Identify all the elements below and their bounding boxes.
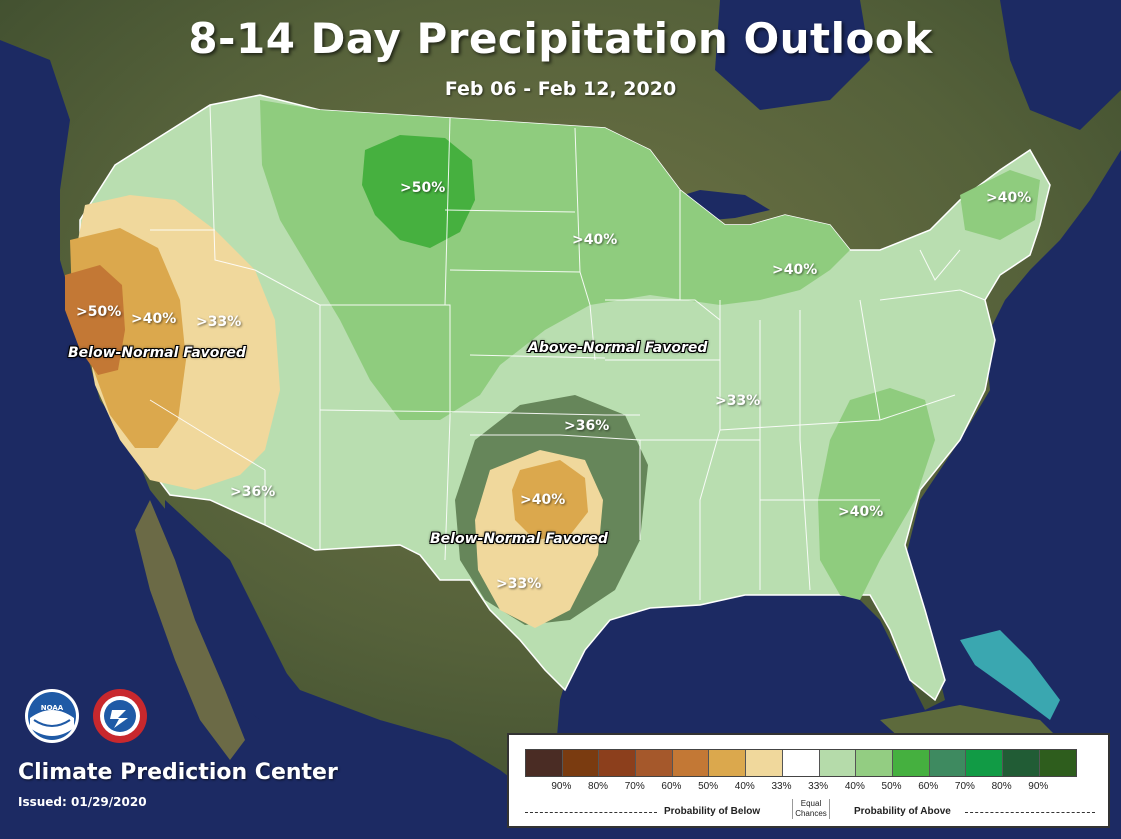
legend-swatch	[819, 750, 857, 776]
legend-swatch	[892, 750, 930, 776]
legend-swatch	[1002, 750, 1040, 776]
label-west-50: >50%	[76, 304, 122, 320]
label-michigan-40: >40%	[772, 262, 818, 278]
below-40-tx	[512, 460, 588, 540]
label-west-40: >40%	[131, 311, 177, 327]
label-se-40: >40%	[838, 504, 884, 520]
legend-swatch	[1039, 750, 1077, 776]
legend-tick-label: 50%	[881, 781, 902, 792]
nws-logo	[93, 689, 147, 743]
label-west-33: >33%	[196, 314, 242, 330]
legend-tick-label: 80%	[588, 781, 609, 792]
legend-swatch	[709, 750, 747, 776]
baja-water	[165, 500, 300, 720]
hudson-bay-water	[715, 0, 870, 110]
legend-swatch	[526, 750, 563, 776]
legend-ticks: 90% 80% 70% 60% 50% 40% 33% 33% 40% 50% 60% 70% 80% 9…	[525, 781, 1057, 792]
label-sw-36: >36%	[230, 484, 276, 500]
above-50-montana	[362, 135, 475, 248]
legend-swatch	[636, 750, 673, 776]
above-40-ne	[960, 170, 1040, 240]
legend-tick-label: 33%	[808, 781, 829, 792]
label-montana-50: >50%	[400, 180, 446, 196]
org-name: Climate Prediction Center	[18, 760, 338, 785]
favored-west-below: Below-Normal Favored	[68, 345, 246, 361]
above-arrow-line	[965, 812, 1095, 813]
baja-land	[135, 500, 245, 760]
label-ohio-33: >33%	[715, 393, 761, 409]
label-ne-40: >40%	[986, 190, 1032, 206]
below-arrow-line	[525, 812, 657, 813]
legend-swatch	[966, 750, 1003, 776]
legend-below-label: Probability of Below	[664, 806, 761, 817]
north-water	[1000, 0, 1121, 130]
cuba	[880, 705, 1060, 740]
label-tx-40: >40%	[520, 492, 566, 508]
legend-tick-label: 90%	[551, 781, 572, 792]
legend-tick-label: 40%	[844, 781, 865, 792]
legend-tick-label: 60%	[661, 781, 682, 792]
label-plains-40: >40%	[572, 232, 618, 248]
legend-swatch	[562, 750, 600, 776]
legend-tick-label: 70%	[954, 781, 975, 792]
date-range: Feb 06 - Feb 12, 2020	[444, 78, 677, 100]
legend-swatch	[599, 750, 637, 776]
svg-text:NOAA: NOAA	[41, 704, 64, 712]
legend-above-label: Probability of Above	[854, 806, 951, 817]
legend-equal-label: Equal Chances	[792, 799, 830, 819]
issued-date: Issued: 01/29/2020	[18, 795, 147, 809]
legend-tick-label: 80%	[991, 781, 1012, 792]
legend-swatch	[672, 750, 710, 776]
bahamas	[960, 630, 1060, 720]
label-tx-33: >33%	[496, 576, 542, 592]
favored-central-above: Above-Normal Favored	[528, 340, 708, 356]
above-40-se	[818, 388, 935, 600]
favored-south-below: Below-Normal Favored	[430, 531, 608, 547]
below-50-west	[65, 265, 125, 375]
legend-tick-label: 70%	[624, 781, 645, 792]
legend-tick-label: 90%	[1028, 781, 1049, 792]
legend-tick-label: 33%	[771, 781, 792, 792]
legend-tick-label: 60%	[918, 781, 939, 792]
label-tx-36: >36%	[564, 418, 610, 434]
legend-swatch	[856, 750, 893, 776]
noaa-logo: NOAA	[25, 689, 79, 743]
legend-swatch	[782, 750, 820, 776]
legend-swatches	[525, 749, 1078, 777]
legend-tick-label: 40%	[734, 781, 755, 792]
legend-swatch	[929, 750, 967, 776]
legend: 90% 80% 70% 60% 50% 40% 33% 33% 40% 50% 60% 70% 80% 9…	[507, 733, 1110, 828]
map-title: 8-14 Day Precipitation Outlook	[188, 14, 933, 63]
legend-swatch	[746, 750, 783, 776]
state-lines	[149, 104, 986, 600]
legend-tick-label: 50%	[698, 781, 719, 792]
